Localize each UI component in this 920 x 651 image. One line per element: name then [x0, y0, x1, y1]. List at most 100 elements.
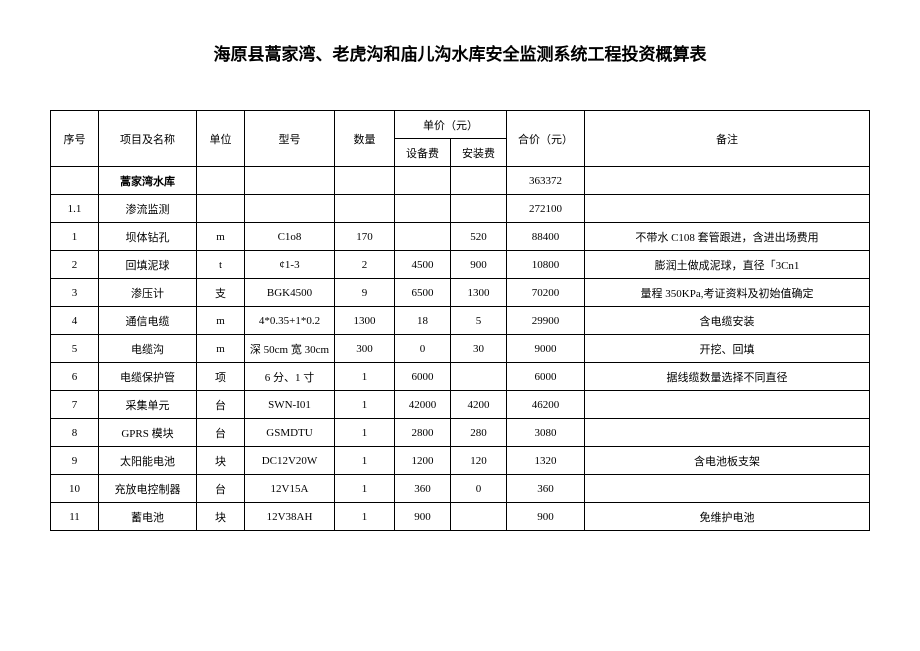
cell-qty: 1	[335, 503, 395, 531]
cell-remark: 含电池板支架	[585, 447, 870, 475]
cell-model: DC12V20W	[245, 447, 335, 475]
cell-equip: 18	[395, 307, 451, 335]
cell-seq: 8	[51, 419, 99, 447]
table-row: 7采集单元台SWN-I01142000420046200	[51, 391, 870, 419]
cell-total: 360	[507, 475, 585, 503]
cell-name: 电缆保护管	[99, 363, 197, 391]
cell-total: 1320	[507, 447, 585, 475]
cell-install: 4200	[451, 391, 507, 419]
cell-equip: 1200	[395, 447, 451, 475]
cell-qty: 9	[335, 279, 395, 307]
cell-equip	[395, 223, 451, 251]
table-header: 序号 项目及名称 单位 型号 数量 单价（元） 合价（元） 备注 设备费 安装费	[51, 111, 870, 167]
cell-remark	[585, 391, 870, 419]
cell-total: 9000	[507, 335, 585, 363]
table-row: 5电缆沟m深 50cm 宽 30cm3000309000开挖、回填	[51, 335, 870, 363]
cell-unit: 块	[197, 447, 245, 475]
cell-total: 272100	[507, 195, 585, 223]
header-remark: 备注	[585, 111, 870, 167]
cell-qty: 1	[335, 363, 395, 391]
cell-remark: 不带水 C108 套管跟进，含进出场费用	[585, 223, 870, 251]
cell-seq: 9	[51, 447, 99, 475]
cell-unit: 块	[197, 503, 245, 531]
table-row: 蒿家湾水库 363372	[51, 167, 870, 195]
cell-model: 6 分、1 寸	[245, 363, 335, 391]
cell-install	[451, 503, 507, 531]
cell-remark: 含电缆安装	[585, 307, 870, 335]
cell-install: 900	[451, 251, 507, 279]
cell-seq	[51, 167, 99, 195]
cell-install	[451, 363, 507, 391]
cell-unit	[197, 195, 245, 223]
header-total: 合价（元）	[507, 111, 585, 167]
cell-qty: 1	[335, 391, 395, 419]
table-row: 3渗压计支BGK450096500130070200量程 350KPa,考证资料…	[51, 279, 870, 307]
cell-remark: 开挖、回填	[585, 335, 870, 363]
table-row: 6电缆保护管项6 分、1 寸160006000据线缆数量选择不同直径	[51, 363, 870, 391]
cell-total: 88400	[507, 223, 585, 251]
cell-name: 电缆沟	[99, 335, 197, 363]
cell-total: 3080	[507, 419, 585, 447]
cell-model	[245, 167, 335, 195]
header-install: 安装费	[451, 139, 507, 167]
cell-seq: 11	[51, 503, 99, 531]
cell-equip: 900	[395, 503, 451, 531]
cell-name: 充放电控制器	[99, 475, 197, 503]
cell-unit: 台	[197, 391, 245, 419]
header-unit: 单位	[197, 111, 245, 167]
cell-seq: 6	[51, 363, 99, 391]
cell-name: 回填泥球	[99, 251, 197, 279]
cell-install: 0	[451, 475, 507, 503]
cell-name: 采集单元	[99, 391, 197, 419]
cell-seq: 4	[51, 307, 99, 335]
cell-install: 1300	[451, 279, 507, 307]
cell-unit: 台	[197, 475, 245, 503]
cell-unit: 项	[197, 363, 245, 391]
table-row: 4通信电缆m4*0.35+1*0.2130018529900含电缆安装	[51, 307, 870, 335]
cell-model: 12V38AH	[245, 503, 335, 531]
budget-table: 序号 项目及名称 单位 型号 数量 单价（元） 合价（元） 备注 设备费 安装费…	[50, 110, 870, 531]
cell-model: SWN-I01	[245, 391, 335, 419]
cell-equip: 6500	[395, 279, 451, 307]
cell-model: 深 50cm 宽 30cm	[245, 335, 335, 363]
cell-unit: m	[197, 223, 245, 251]
cell-remark	[585, 475, 870, 503]
cell-equip: 6000	[395, 363, 451, 391]
cell-model: GSMDTU	[245, 419, 335, 447]
cell-model: 12V15A	[245, 475, 335, 503]
cell-remark: 膨润土做成泥球，直径「3Cn1	[585, 251, 870, 279]
cell-name: 蓄电池	[99, 503, 197, 531]
cell-qty: 1	[335, 447, 395, 475]
cell-remark	[585, 167, 870, 195]
cell-total: 6000	[507, 363, 585, 391]
table-row: 1坝体钻孔mC1o817052088400不带水 C108 套管跟进，含进出场费…	[51, 223, 870, 251]
cell-name: GPRS 模块	[99, 419, 197, 447]
cell-unit: m	[197, 335, 245, 363]
cell-qty	[335, 167, 395, 195]
cell-unit: 支	[197, 279, 245, 307]
cell-model	[245, 195, 335, 223]
cell-seq: 7	[51, 391, 99, 419]
cell-model: ¢1-3	[245, 251, 335, 279]
cell-name: 太阳能电池	[99, 447, 197, 475]
cell-equip	[395, 167, 451, 195]
cell-qty: 2	[335, 251, 395, 279]
cell-model: BGK4500	[245, 279, 335, 307]
header-qty: 数量	[335, 111, 395, 167]
cell-total: 29900	[507, 307, 585, 335]
header-model: 型号	[245, 111, 335, 167]
cell-total: 900	[507, 503, 585, 531]
cell-remark	[585, 419, 870, 447]
cell-install: 5	[451, 307, 507, 335]
cell-unit: m	[197, 307, 245, 335]
cell-equip: 42000	[395, 391, 451, 419]
cell-name: 渗流监测	[99, 195, 197, 223]
cell-name: 蒿家湾水库	[99, 167, 197, 195]
cell-total: 363372	[507, 167, 585, 195]
cell-seq: 1	[51, 223, 99, 251]
cell-install	[451, 195, 507, 223]
table-row: 11蓄电池块12V38AH1900900免维护电池	[51, 503, 870, 531]
header-unitprice: 单价（元）	[395, 111, 507, 139]
table-row: 1.1渗流监测272100	[51, 195, 870, 223]
cell-seq: 2	[51, 251, 99, 279]
